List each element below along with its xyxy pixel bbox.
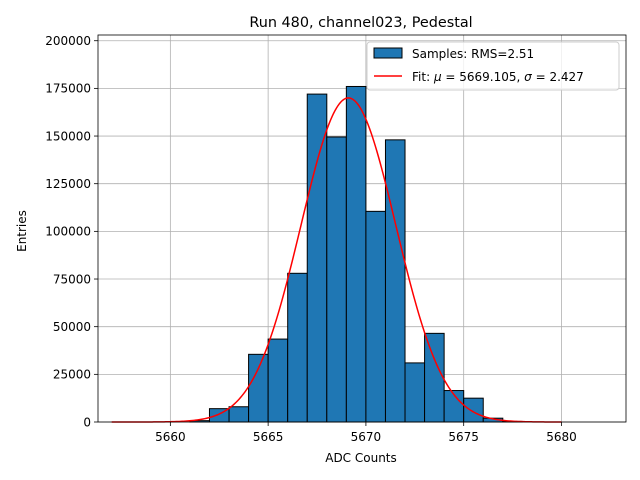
legend-fit-mu-text: = 5669.105, xyxy=(442,70,525,84)
y-tick-label: 0 xyxy=(83,415,91,429)
histogram-bars xyxy=(189,85,523,423)
y-tick-label: 100000 xyxy=(45,225,91,239)
x-tick-label: 5665 xyxy=(253,430,284,444)
x-tick-label: 5670 xyxy=(351,430,382,444)
y-tick-label: 25000 xyxy=(53,368,91,382)
y-axis-label: Entries xyxy=(15,210,29,252)
y-tick-label: 150000 xyxy=(45,129,91,143)
histogram-bar xyxy=(345,85,367,423)
legend: Samples: RMS=2.51 Fit: μ = 5669.105, σ =… xyxy=(366,41,620,91)
y-axis: 0 25000 50000 75000 100000 125000 150000 175000… xyxy=(45,34,98,429)
x-axis-label: ADC Counts xyxy=(325,451,397,465)
legend-fit-mu-symbol: μ xyxy=(433,70,442,84)
histogram-bar xyxy=(365,210,386,423)
histogram-bar xyxy=(267,338,289,423)
legend-box xyxy=(366,41,620,91)
legend-fit-sigma-symbol: σ xyxy=(524,70,532,84)
histogram-bar xyxy=(404,362,426,423)
legend-fit-prefix: Fit: xyxy=(412,70,434,84)
x-tick-label: 5680 xyxy=(546,430,577,444)
legend-histogram-label: Samples: RMS=2.51 xyxy=(412,47,534,61)
fit-curve-group xyxy=(111,97,562,423)
histogram-bar xyxy=(424,332,445,423)
plot-frame xyxy=(97,34,627,423)
histogram-bar xyxy=(384,139,406,423)
y-tick-label: 75000 xyxy=(53,272,91,286)
histogram-bar xyxy=(248,353,269,423)
histogram-bar xyxy=(228,406,250,423)
histogram-bar xyxy=(326,136,347,423)
x-tick-label: 5675 xyxy=(448,430,479,444)
legend-fit-sigma-text: = 2.427 xyxy=(532,70,584,84)
y-tick-label: 125000 xyxy=(45,177,91,191)
fit-curve xyxy=(111,97,562,423)
x-axis: 5660 5665 5670 5675 5680 xyxy=(155,422,577,444)
chart-title: Run 480, channel023, Pedestal xyxy=(249,15,472,31)
y-tick-label: 175000 xyxy=(45,82,91,96)
histogram-bar xyxy=(463,397,484,423)
legend-fit-label: Fit: μ = 5669.105, σ = 2.427 xyxy=(412,70,584,84)
histogram-bar xyxy=(287,272,308,423)
legend-histogram-swatch xyxy=(373,47,403,59)
y-tick-label: 50000 xyxy=(53,320,91,334)
histogram-bar xyxy=(306,93,328,423)
x-tick-label: 5660 xyxy=(155,430,186,444)
y-tick-label: 200000 xyxy=(45,34,91,48)
